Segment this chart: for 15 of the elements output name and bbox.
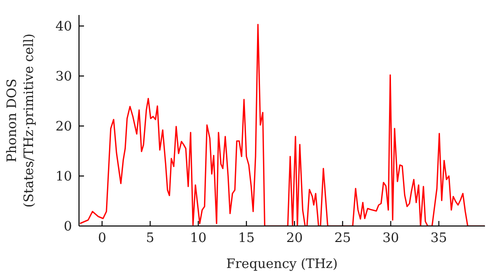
x-tick-label: 25 (334, 231, 351, 246)
x-tick-label: 35 (430, 231, 448, 246)
y-tick-label: 10 (55, 170, 72, 185)
x-tick-label: 15 (238, 231, 255, 246)
y-tick-label: 20 (55, 120, 72, 135)
y-axis-title: Phonon DOS (States/THz·primitive cell) (5, 33, 37, 208)
x-tick-label: 0 (98, 231, 106, 246)
x-tick-label: 30 (382, 231, 399, 246)
x-axis-title: Frequency (THz) (226, 257, 338, 272)
x-tick-label: 10 (190, 231, 207, 246)
y-tick-label: 30 (55, 70, 72, 85)
x-tick-label: 20 (286, 231, 303, 246)
y-tick-label: 40 (55, 20, 72, 35)
x-tick-label: 5 (146, 231, 154, 246)
y-tick-label: 0 (64, 220, 72, 235)
